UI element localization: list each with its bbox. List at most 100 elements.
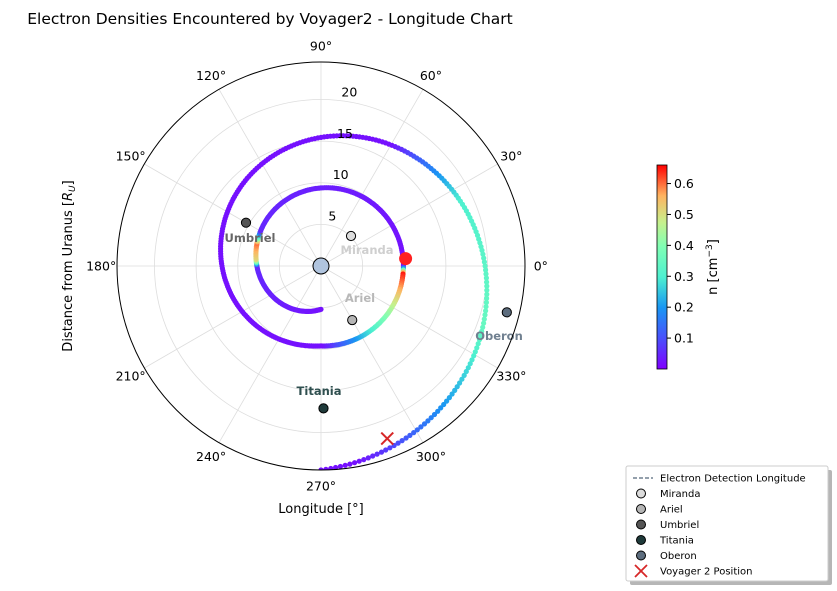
y-axis-label: Distance from Uranus [RU] bbox=[61, 180, 78, 351]
density-point bbox=[454, 384, 460, 390]
density-point bbox=[383, 447, 389, 453]
angle-tick-labels: 0° 30° 60° 90° 120° 150° 180° 210° 240° 270° 300° 3… bbox=[86, 39, 548, 494]
x-axis-label: Longitude [°] bbox=[278, 502, 363, 517]
colorbar: 0.1 0.2 0.3 0.4 0.5 0.6 n [cm−3] bbox=[656, 164, 721, 370]
density-point bbox=[414, 427, 420, 433]
radial-tick-label: 20 bbox=[341, 84, 357, 99]
density-point bbox=[459, 376, 465, 382]
density-point bbox=[323, 466, 329, 470]
angle-tick-label: 270° bbox=[306, 478, 336, 493]
density-point bbox=[478, 332, 484, 339]
density-point bbox=[378, 449, 385, 455]
density-point bbox=[347, 461, 353, 467]
density-point bbox=[441, 401, 447, 408]
legend-item: Ariel bbox=[636, 504, 683, 516]
angular-gridline bbox=[144, 265, 322, 369]
density-point bbox=[484, 291, 490, 297]
density-point bbox=[425, 418, 431, 424]
density-point bbox=[481, 320, 487, 326]
density-point bbox=[452, 387, 458, 393]
density-point bbox=[484, 283, 490, 289]
moon-marker-ariel bbox=[347, 314, 358, 326]
angle-tick-label: 330° bbox=[496, 368, 526, 383]
density-point bbox=[457, 380, 463, 386]
radial-tick-labels: 5 10 15 20 bbox=[328, 84, 357, 223]
density-point bbox=[483, 308, 489, 314]
polar-plot-area: Miranda Ariel Umbriel Titania Oberon 0° 30° 60… bbox=[86, 39, 548, 494]
density-point bbox=[438, 405, 444, 411]
angular-gridline bbox=[320, 89, 424, 267]
density-point bbox=[428, 415, 434, 421]
moon-label-ariel: Ariel bbox=[345, 291, 375, 305]
chart-title: Electron Densities Encountered by Voyage… bbox=[27, 10, 512, 28]
angle-tick-label: 150° bbox=[116, 149, 146, 164]
colorbar-tick-label: 0.4 bbox=[674, 238, 694, 253]
density-point bbox=[480, 251, 486, 257]
density-point bbox=[411, 430, 417, 436]
moon-marker-umbriel bbox=[240, 217, 252, 228]
density-point bbox=[461, 372, 467, 378]
density-point bbox=[356, 458, 362, 464]
legend: Electron Detection Longitude Miranda Ariel… bbox=[625, 465, 832, 585]
angle-tick-label: 300° bbox=[416, 449, 446, 464]
legend-item: Oberon bbox=[636, 550, 697, 562]
angular-gridline bbox=[218, 265, 322, 443]
angular-gridline bbox=[320, 265, 424, 443]
legend-label: Umbriel bbox=[660, 520, 699, 531]
density-point bbox=[482, 312, 488, 318]
density-point bbox=[365, 455, 371, 461]
polar-grid bbox=[117, 62, 525, 470]
legend-items: Electron Detection Longitude Miranda Ariel… bbox=[633, 474, 806, 578]
colorbar-tick-label: 0.1 bbox=[674, 331, 694, 346]
density-point bbox=[352, 460, 358, 466]
angle-tick-label: 240° bbox=[196, 449, 226, 464]
angle-tick-label: 60° bbox=[420, 68, 442, 83]
density-point bbox=[403, 435, 409, 441]
density-point bbox=[337, 463, 343, 470]
legend-label: Miranda bbox=[660, 489, 700, 500]
density-point bbox=[446, 395, 452, 401]
peak-density-marker bbox=[399, 252, 413, 266]
angular-gridline bbox=[320, 163, 498, 267]
radial-tick-label: 5 bbox=[328, 209, 336, 224]
colorbar-gradient bbox=[656, 164, 668, 370]
density-point bbox=[370, 453, 376, 459]
legend-item: Umbriel bbox=[636, 519, 699, 531]
angle-tick-label: 210° bbox=[116, 368, 146, 383]
density-point bbox=[407, 432, 413, 438]
angular-gridline bbox=[144, 163, 322, 267]
angle-tick-label: 0° bbox=[534, 259, 548, 274]
density-point bbox=[480, 324, 486, 330]
legend-label: Ariel bbox=[660, 505, 683, 516]
density-point bbox=[481, 255, 487, 261]
legend-item: Electron Detection Longitude bbox=[633, 474, 806, 485]
legend-item: Voyager 2 Position bbox=[634, 564, 753, 578]
colorbar-tick-label: 0.5 bbox=[674, 207, 694, 222]
density-point bbox=[483, 299, 489, 306]
uranus-marker bbox=[312, 257, 330, 275]
density-point bbox=[463, 368, 469, 375]
legend-frame bbox=[625, 465, 829, 582]
density-point bbox=[374, 451, 380, 457]
density-point bbox=[474, 345, 480, 351]
trajectory bbox=[218, 133, 490, 470]
density-point bbox=[421, 421, 428, 427]
moon-marker-titania bbox=[318, 403, 329, 414]
density-point bbox=[483, 267, 489, 273]
density-point bbox=[479, 328, 485, 334]
angular-gridline bbox=[218, 89, 322, 267]
density-point bbox=[444, 398, 450, 404]
density-point bbox=[471, 353, 477, 359]
density-point bbox=[483, 271, 489, 277]
angle-tick-label: 90° bbox=[310, 39, 332, 54]
legend-label: Oberon bbox=[660, 551, 697, 562]
moon-label-miranda: Miranda bbox=[341, 243, 394, 257]
density-point bbox=[399, 438, 405, 444]
angle-tick-label: 30° bbox=[500, 149, 522, 164]
density-point bbox=[481, 259, 487, 265]
legend-item: Titania bbox=[636, 535, 694, 547]
moons: Miranda Ariel Umbriel Titania Oberon bbox=[225, 217, 523, 446]
density-point bbox=[333, 464, 339, 470]
density-point bbox=[395, 440, 401, 446]
